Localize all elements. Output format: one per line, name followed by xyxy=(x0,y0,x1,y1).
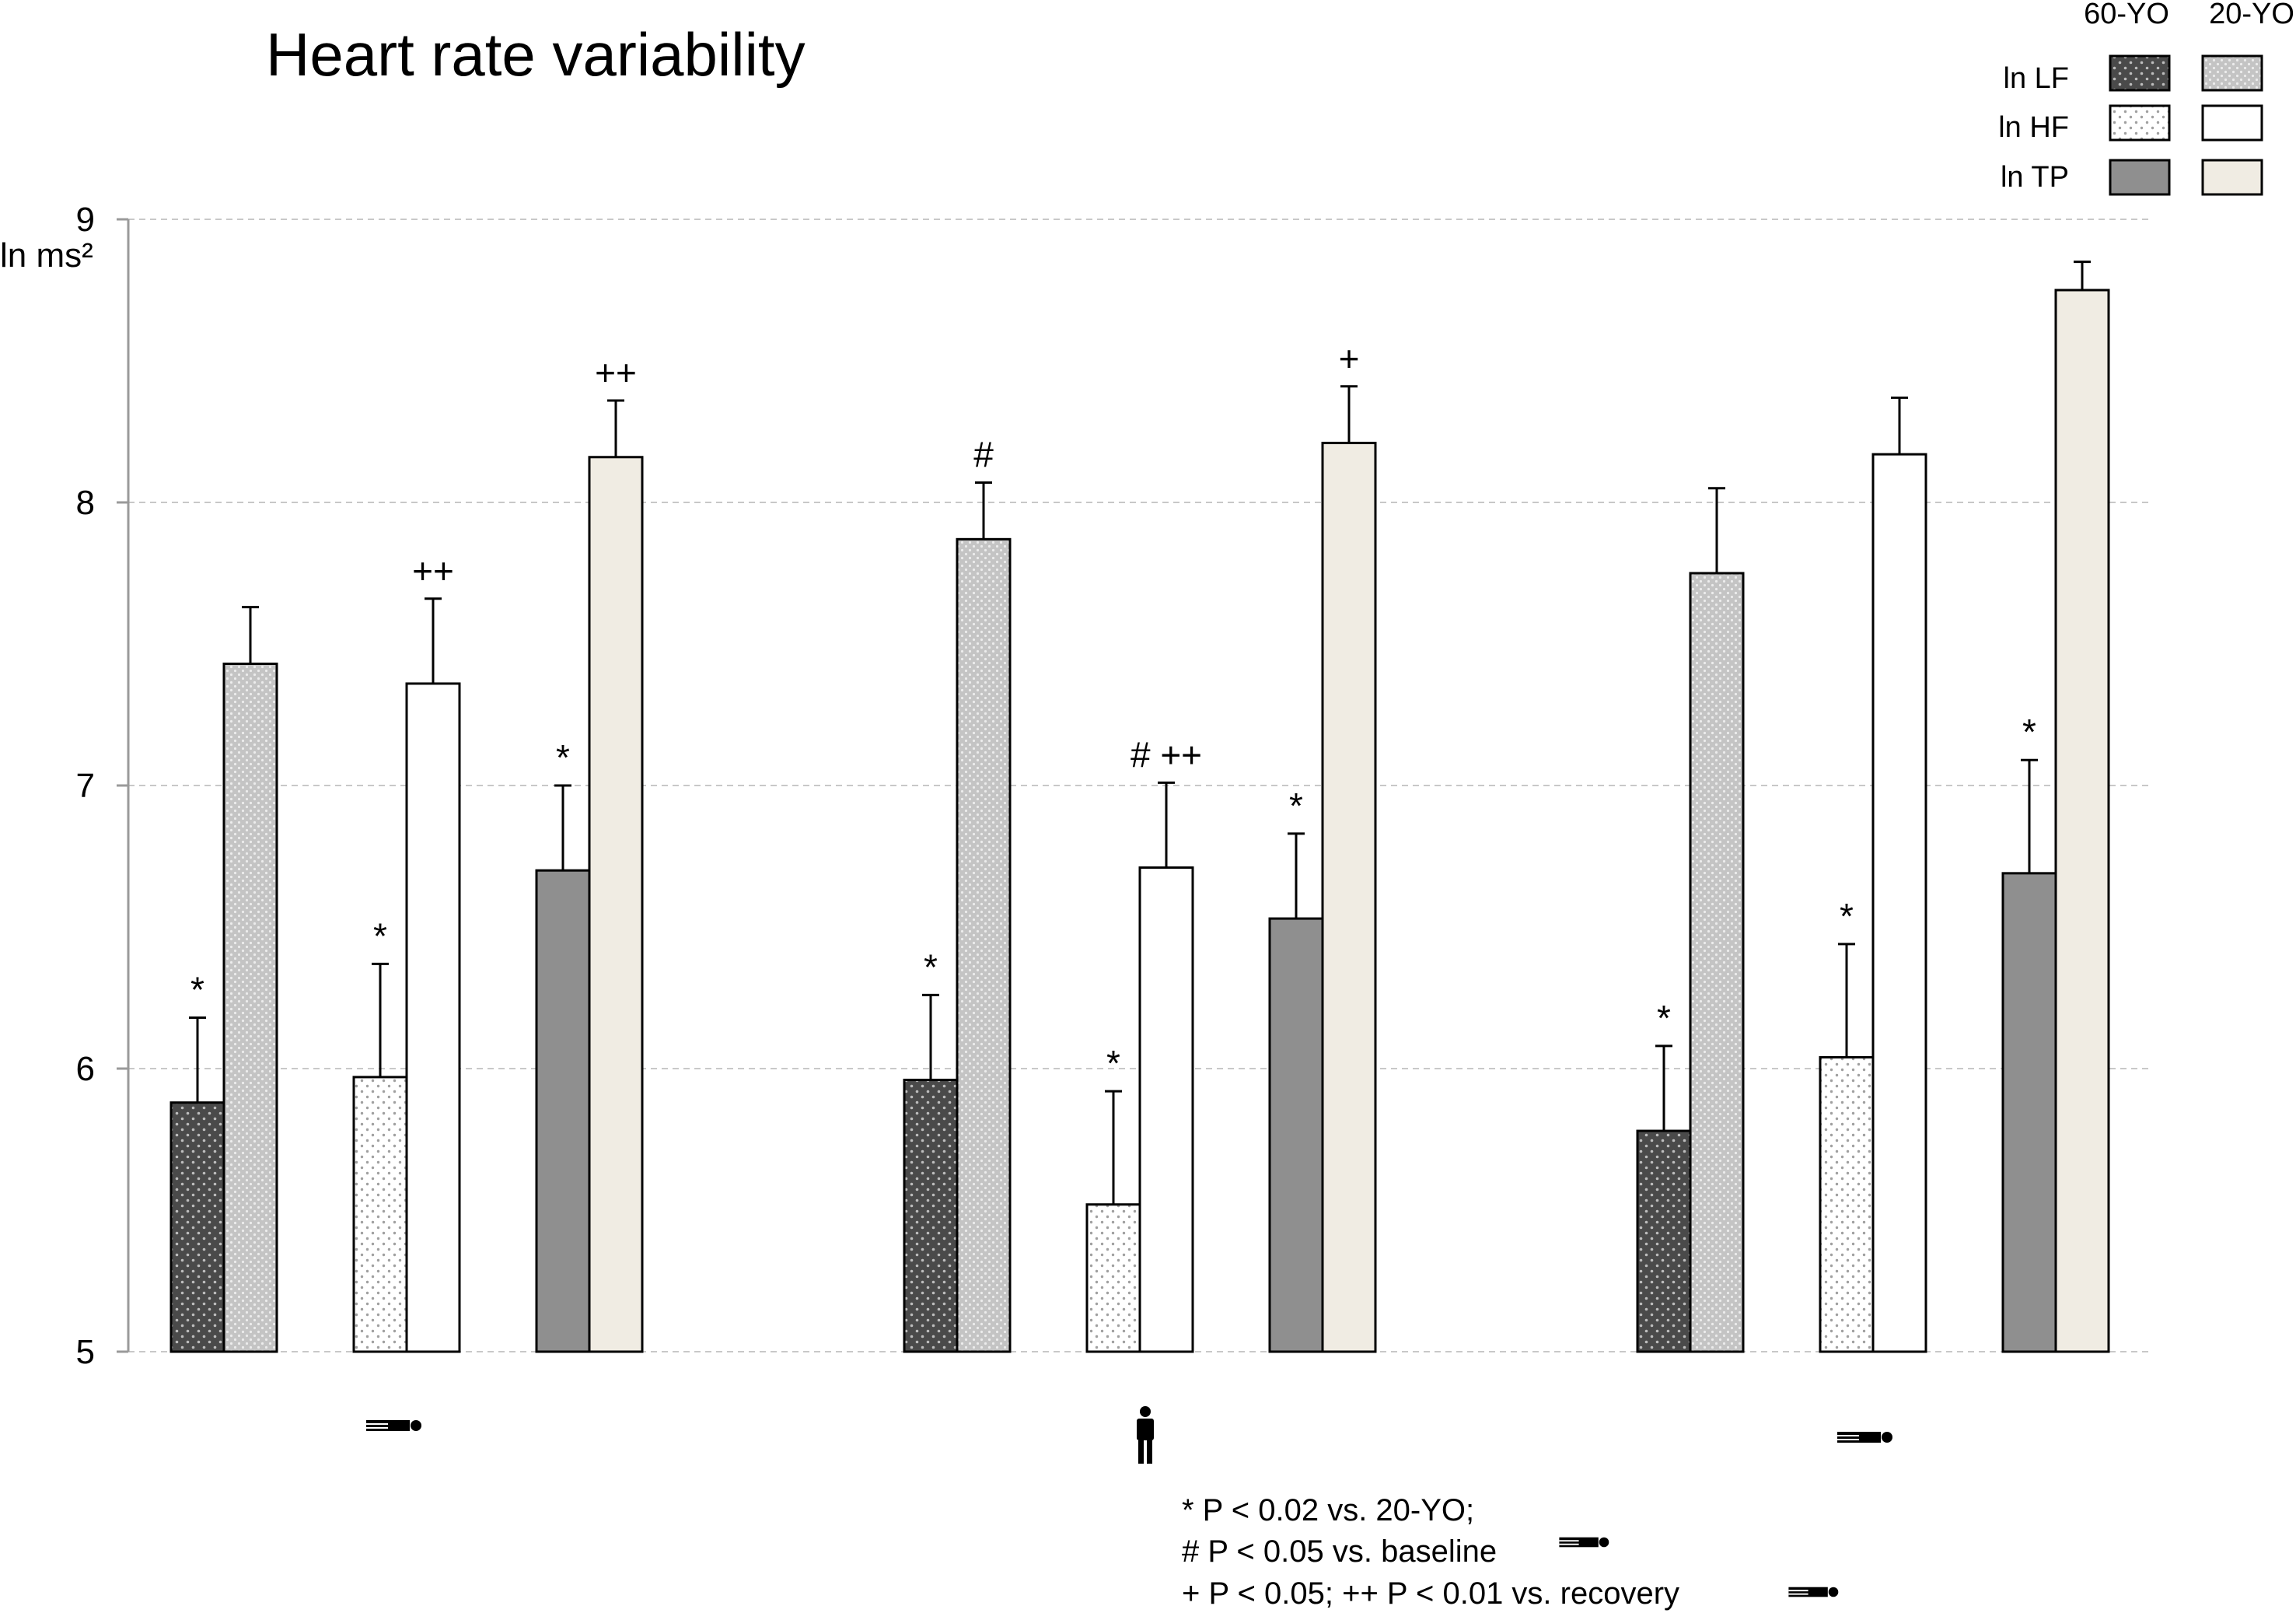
significance-marks: * * ++ * ++ * # * # ++ * + * * * xyxy=(190,338,2036,1083)
lying-person-icon xyxy=(1559,1537,1609,1548)
footnotes: * P < 0.02 vs. 20-YO; # P < 0.05 vs. bas… xyxy=(1182,1493,1839,1611)
significance-mark: ++ xyxy=(412,551,454,591)
bar-ln-hf-20-yo xyxy=(1138,866,1194,1353)
bar-ln-lf-20-yo xyxy=(222,662,278,1353)
bar-ln-hf-60-yo xyxy=(1819,1055,1875,1353)
y-axis-label: ln ms² xyxy=(0,236,93,275)
legend-swatch-tp-20 xyxy=(2201,159,2263,196)
significance-mark: * xyxy=(2022,712,2036,752)
bar-ln-tp-20-yo xyxy=(1321,442,1377,1353)
legend-header-60-yo: 60-YO xyxy=(2084,0,2169,30)
lying-person-icon xyxy=(366,1420,421,1431)
legend-swatch-lf-20 xyxy=(2201,54,2263,92)
significance-mark: * xyxy=(1840,896,1854,936)
bar-ln-hf-20-yo xyxy=(405,682,461,1353)
y-tick-label: 5 xyxy=(76,1333,95,1371)
legend-header-20-yo: 20-YO xyxy=(2209,0,2294,30)
bar-ln-tp-60-yo xyxy=(535,869,591,1353)
legend: 60-YO 20-YO ln LF ln HF ln TP xyxy=(1998,0,2294,196)
significance-mark: + xyxy=(1339,338,1360,379)
bars xyxy=(169,289,2110,1353)
error-bars xyxy=(189,261,2091,1205)
condition-icons xyxy=(366,1406,1892,1464)
legend-label-ln-hf: ln HF xyxy=(1998,111,2069,144)
significance-mark: # ++ xyxy=(1131,734,1202,775)
bar-ln-hf-20-yo xyxy=(1871,453,1927,1353)
y-tick-label: 7 xyxy=(76,767,95,805)
lying-person-icon xyxy=(1788,1587,1839,1597)
footnote-2: # P < 0.05 vs. baseline xyxy=(1182,1534,1497,1569)
legend-label-ln-lf: ln LF xyxy=(2004,62,2069,95)
legend-swatch-tp-60 xyxy=(2109,159,2171,196)
lying-person-icon xyxy=(1837,1432,1892,1443)
y-tick-label: 9 xyxy=(76,201,95,239)
standing-person-icon xyxy=(1137,1406,1154,1464)
y-axis-ticks: 5 6 7 8 9 xyxy=(76,201,128,1371)
bar-ln-lf-60-yo xyxy=(903,1079,959,1353)
bar-ln-lf-20-yo xyxy=(956,537,1012,1353)
footnote-1: * P < 0.02 vs. 20-YO; xyxy=(1182,1493,1474,1527)
significance-mark: * xyxy=(924,946,938,987)
chart-title: Heart rate variability xyxy=(266,20,806,89)
bar-ln-lf-60-yo xyxy=(1636,1129,1692,1353)
significance-mark: * xyxy=(190,969,204,1009)
significance-mark: ++ xyxy=(595,352,637,393)
significance-mark: * xyxy=(1106,1043,1120,1083)
significance-mark: * xyxy=(1657,998,1671,1038)
legend-swatch-hf-20 xyxy=(2201,104,2263,142)
bar-ln-lf-60-yo xyxy=(169,1101,225,1353)
significance-mark: * xyxy=(556,737,570,778)
significance-mark: * xyxy=(1289,786,1303,826)
y-tick-label: 6 xyxy=(76,1050,95,1088)
bar-ln-tp-60-yo xyxy=(1268,917,1324,1353)
legend-swatch-hf-60 xyxy=(2109,104,2171,142)
footnote-3: + P < 0.05; ++ P < 0.01 vs. recovery xyxy=(1182,1576,1679,1611)
bar-ln-hf-60-yo xyxy=(352,1076,408,1353)
legend-label-ln-tp: ln TP xyxy=(2001,161,2069,194)
significance-mark: * xyxy=(373,915,387,956)
bar-ln-tp-60-yo xyxy=(2001,872,2057,1353)
legend-swatch-lf-60 xyxy=(2109,54,2171,92)
bar-ln-lf-20-yo xyxy=(1689,572,1745,1353)
bar-ln-tp-20-yo xyxy=(588,456,644,1353)
bar-ln-hf-60-yo xyxy=(1085,1203,1141,1353)
y-tick-label: 8 xyxy=(76,484,95,522)
bar-ln-tp-20-yo xyxy=(2054,289,2110,1353)
significance-mark: # xyxy=(973,435,994,475)
